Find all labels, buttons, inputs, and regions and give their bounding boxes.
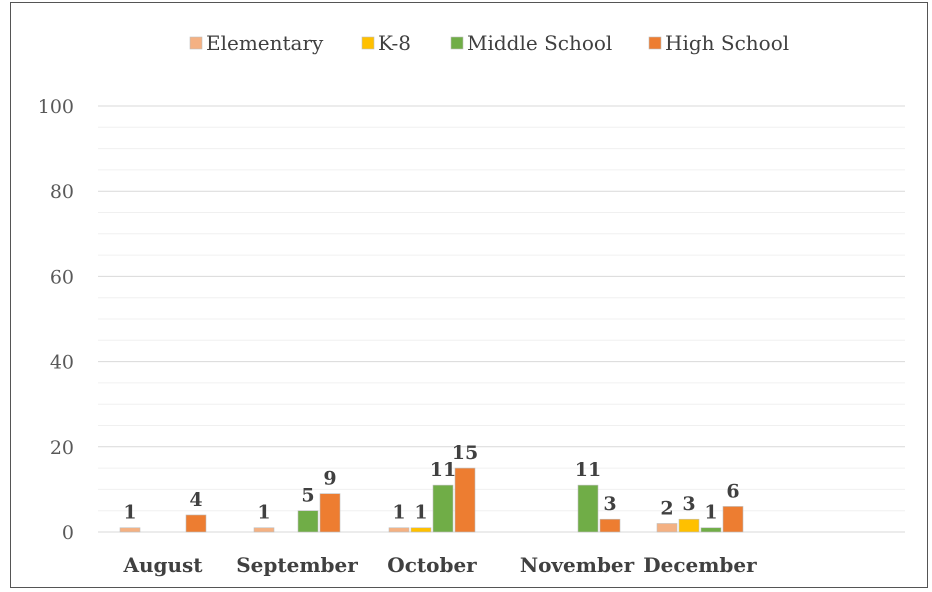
x-tick-label: December: [643, 553, 757, 577]
y-tick-label: 100: [38, 96, 74, 118]
x-tick-label: October: [387, 553, 477, 577]
legend-swatch: [361, 36, 375, 50]
y-tick-label: 40: [50, 352, 74, 374]
legend-label: Middle School: [467, 31, 612, 55]
legend-label: Elementary: [206, 31, 324, 55]
bar: [656, 523, 678, 533]
x-tick-label: September: [236, 553, 358, 577]
bar: [678, 518, 700, 533]
y-tick-label: 80: [50, 181, 74, 203]
data-label: 5: [301, 485, 314, 507]
data-label: 3: [682, 493, 695, 515]
data-label: 1: [257, 502, 270, 524]
bar: [410, 527, 432, 533]
data-label: 1: [414, 502, 427, 524]
legend-swatch: [450, 36, 464, 50]
bar: [577, 484, 599, 533]
bar: [319, 493, 341, 533]
bar: [297, 510, 319, 533]
bar: [253, 527, 275, 533]
bar: [700, 527, 722, 533]
bar: [388, 527, 410, 533]
x-tick-label: August: [122, 553, 203, 577]
bar: [722, 506, 744, 533]
legend-label: K-8: [378, 31, 411, 55]
data-label: 11: [575, 459, 601, 481]
data-label: 3: [603, 493, 616, 515]
data-label: 9: [323, 468, 336, 490]
data-label: 6: [726, 480, 739, 502]
x-tick-label: November: [520, 553, 635, 577]
data-label: 4: [189, 489, 202, 511]
y-tick-label: 20: [50, 437, 74, 459]
data-label: 15: [452, 442, 478, 464]
data-label: 2: [660, 497, 673, 519]
data-label: 1: [392, 502, 405, 524]
data-label: 1: [123, 502, 136, 524]
bar: [185, 514, 207, 533]
bar: [599, 518, 621, 533]
y-tick-label: 60: [50, 266, 74, 288]
data-label: 11: [430, 459, 456, 481]
legend-swatch: [648, 36, 662, 50]
legend-swatch: [189, 36, 203, 50]
bar: [454, 467, 476, 533]
data-label: 1: [704, 502, 717, 524]
bar: [432, 484, 454, 533]
bar: [119, 527, 141, 533]
y-tick-label: 0: [62, 522, 74, 544]
legend-label: High School: [665, 31, 789, 55]
